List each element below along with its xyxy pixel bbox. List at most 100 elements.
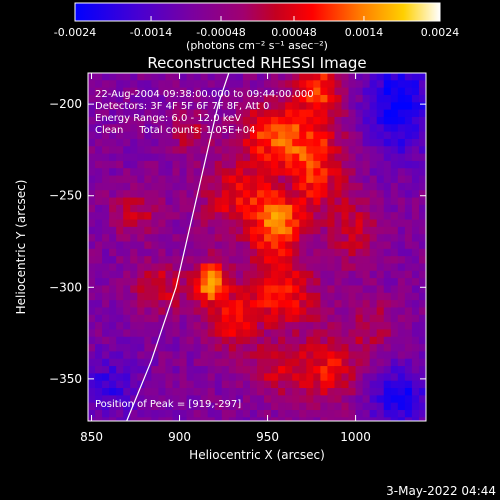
heatmap-cell xyxy=(257,190,265,199)
heatmap-cell xyxy=(193,322,202,331)
heatmap-cell xyxy=(334,263,343,272)
heatmap-cell xyxy=(383,87,392,96)
heatmap-cell xyxy=(242,322,251,331)
heatmap-cell xyxy=(151,80,160,89)
heatmap-cell xyxy=(264,410,272,418)
heatmap-cell xyxy=(235,336,244,345)
heatmap-cell xyxy=(123,131,131,140)
heatmap-cell xyxy=(151,204,160,213)
heatmap-cell xyxy=(320,102,329,111)
heatmap-cell xyxy=(228,234,237,243)
heatmap-cell xyxy=(341,402,350,411)
heatmap-cell xyxy=(214,380,223,389)
heatmap-cell xyxy=(165,380,174,389)
heatmap-cell xyxy=(109,373,117,382)
heatmap-cell xyxy=(102,388,110,396)
heatmap-cell xyxy=(306,146,314,155)
heatmap-cell xyxy=(257,226,265,235)
heatmap-cell xyxy=(271,212,279,221)
heatmap-cell xyxy=(151,300,160,309)
heatmap-cell xyxy=(116,138,124,147)
heatmap-cell xyxy=(383,234,392,243)
heatmap-cell xyxy=(369,336,378,345)
heatmap-cell xyxy=(355,153,364,162)
heatmap-cell xyxy=(278,300,286,309)
heatmap-cell xyxy=(116,358,124,367)
heatmap-cell xyxy=(179,314,188,323)
heatmap-cell xyxy=(257,241,265,250)
heatmap-cell xyxy=(221,329,230,338)
heatmap-cell xyxy=(123,212,131,221)
heatmap-cell xyxy=(292,417,300,421)
heatmap-cell xyxy=(411,329,420,338)
heatmap-cell xyxy=(172,278,181,287)
heatmap-cell xyxy=(228,160,237,169)
heatmap-cell xyxy=(151,336,160,345)
heatmap-cell xyxy=(165,300,174,309)
heatmap-cell xyxy=(299,241,307,250)
heatmap-cell xyxy=(264,219,272,228)
heatmap-cell xyxy=(186,336,195,345)
heatmap-cell xyxy=(235,87,244,96)
heatmap-cell xyxy=(158,138,167,147)
heatmap-cell xyxy=(123,241,131,250)
heatmap-cell xyxy=(278,190,286,199)
heatmap-cell xyxy=(257,182,265,191)
heatmap-cell xyxy=(264,124,272,133)
heatmap-cell xyxy=(165,175,174,184)
heatmap-cell xyxy=(95,131,103,140)
heatmap-cell xyxy=(397,131,406,140)
heatmap-cell xyxy=(249,241,258,250)
heatmap-cell xyxy=(383,263,392,272)
heatmap-cell xyxy=(355,307,364,316)
heatmap-cell xyxy=(109,402,117,411)
heatmap-cell xyxy=(151,124,160,133)
heatmap-cell xyxy=(397,87,406,96)
heatmap-cell xyxy=(123,248,131,257)
heatmap-cell xyxy=(313,219,321,228)
heatmap-cell xyxy=(165,234,174,243)
heatmap-cell xyxy=(278,116,286,125)
heatmap-cell xyxy=(130,219,138,228)
heatmap-cell xyxy=(383,190,392,199)
heatmap-cell xyxy=(376,131,385,140)
heatmap-cell xyxy=(418,94,426,103)
heatmap-cell xyxy=(116,226,124,235)
heatmap-cell xyxy=(214,410,223,418)
heatmap-cell xyxy=(264,285,272,294)
heatmap-cell xyxy=(102,175,110,184)
heatmap-cell xyxy=(137,248,145,257)
heatmap-cell xyxy=(228,395,237,404)
heatmap-cell xyxy=(285,248,293,257)
heatmap-cell xyxy=(376,380,385,389)
heatmap-cell xyxy=(158,175,167,184)
heatmap-cell xyxy=(341,336,350,345)
heatmap-cell xyxy=(249,138,258,147)
heatmap-cell xyxy=(221,402,230,411)
heatmap-cell xyxy=(214,131,223,140)
heatmap-cell xyxy=(348,300,357,309)
heatmap-cell xyxy=(369,160,378,169)
heatmap-cell xyxy=(418,182,426,191)
heatmap-cell xyxy=(418,109,426,118)
heatmap-cell xyxy=(144,182,152,191)
heatmap-cell xyxy=(411,226,420,235)
heatmap-cell xyxy=(88,248,96,257)
heatmap-cell xyxy=(193,219,202,228)
heatmap-cell xyxy=(207,278,216,287)
heatmap-cell xyxy=(299,395,307,404)
heatmap-cell xyxy=(390,234,399,243)
heatmap-cell xyxy=(137,116,145,125)
heatmap-cell xyxy=(214,87,223,96)
heatmap-cell xyxy=(242,204,251,213)
heatmap-cell xyxy=(116,395,124,404)
heatmap-cell xyxy=(299,314,307,323)
heatmap-cell xyxy=(355,344,364,352)
heatmap-cell xyxy=(130,168,138,177)
heatmap-cell xyxy=(95,270,103,279)
x-axis: 850 900 950 1000 xyxy=(80,73,371,444)
heatmap-cell xyxy=(306,417,314,421)
heatmap-cell xyxy=(411,366,420,374)
heatmap-cell xyxy=(158,94,167,103)
heatmap-cell xyxy=(411,138,420,147)
